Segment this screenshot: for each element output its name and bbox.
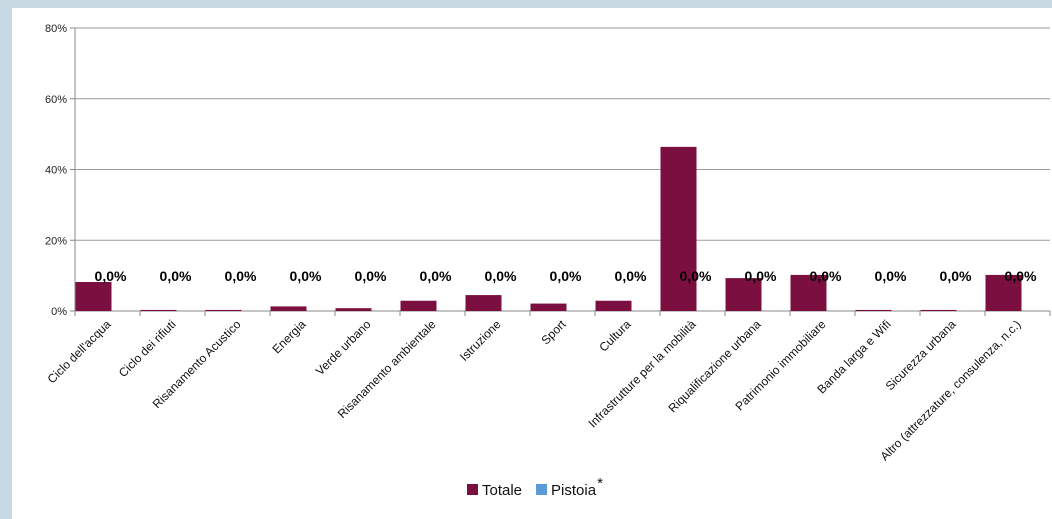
y-tick-label: 40% [45,165,67,177]
data-label-pistoia: 0,0% [355,268,387,284]
y-tick-label: 80% [45,23,67,35]
data-label-pistoia: 0,0% [615,268,647,284]
bar-totale [985,274,1022,311]
legend-swatch-totale [467,484,478,495]
bar-totale [595,300,632,311]
legend-label-totale: Totale [482,482,522,499]
legend: Totale Pistoia * [467,475,603,499]
data-label-pistoia: 0,0% [290,268,322,284]
x-category-label: Infrastrutture per la mobilità [585,317,698,430]
bar-totale [725,278,762,311]
data-label-pistoia: 0,0% [420,268,452,284]
legend-label-pistoia: Pistoia [551,482,597,499]
y-tick-label: 0% [51,306,67,318]
bars [75,146,1022,311]
x-category-label: Ciclo dei rifiuti [116,317,179,380]
bar-totale [530,303,567,311]
bar-totale [75,281,112,311]
legend-swatch-pistoia [536,484,548,495]
x-axis: Ciclo dell'acqua Ciclo dei rifiutiRisanam… [45,311,1051,463]
data-labels: 0,0% 0,0% 0,0% 0,0% 0,0% 0,0% 0,0% 0,0% 0,0% 0,0%… [95,268,1037,284]
bar-totale [335,308,372,311]
bar-totale [920,309,957,311]
data-label-pistoia: 0,0% [810,268,842,284]
bar-totale [465,295,502,311]
data-label-pistoia: 0,0% [485,268,517,284]
bar-totale [400,300,437,311]
legend-asterisk: * [597,475,603,492]
data-label-pistoia: 0,0% [95,268,127,284]
x-category-label: Ciclo dell'acqua [45,317,114,386]
data-label-pistoia: 0,0% [160,268,192,284]
data-label-pistoia: 0,0% [225,268,257,284]
bar-chart: 0%20%40%60%80% 0,0% 0,0% 0,0% 0,0% 0,0% 0,0% 0… [45,23,1051,499]
x-category-label: Altro (attrezzature, consulenza, n.c.) [877,317,1023,463]
bar-totale [270,306,307,311]
data-label-pistoia: 0,0% [1005,268,1037,284]
x-category-label: Verde urbano [313,317,374,378]
y-tick-label: 60% [45,94,67,106]
data-label-pistoia: 0,0% [680,268,712,284]
data-label-pistoia: 0,0% [940,268,972,284]
y-tick-label: 20% [45,235,67,247]
x-category-label: Energia [269,317,308,356]
bar-totale [855,309,892,311]
x-category-label: Cultura [596,317,633,354]
x-category-label: Istruzione [457,317,504,364]
bar-totale [660,146,697,311]
data-label-pistoia: 0,0% [550,268,582,284]
bar-totale [790,274,827,311]
bar-totale [205,309,242,311]
x-category-label: Sicurezza urbana [883,317,959,393]
bar-totale [140,309,177,311]
data-label-pistoia: 0,0% [745,268,777,284]
y-axis: 0% 20% 40% 60% 80% [45,23,76,318]
data-label-pistoia: 0,0% [875,268,907,284]
chart-frame: 0% 20% 40% 60% 80% 0,0% 0,0% 0,0% 0,0% 0,0% 0,0% 0… [12,8,1052,519]
x-category-label: Sport [538,317,569,348]
